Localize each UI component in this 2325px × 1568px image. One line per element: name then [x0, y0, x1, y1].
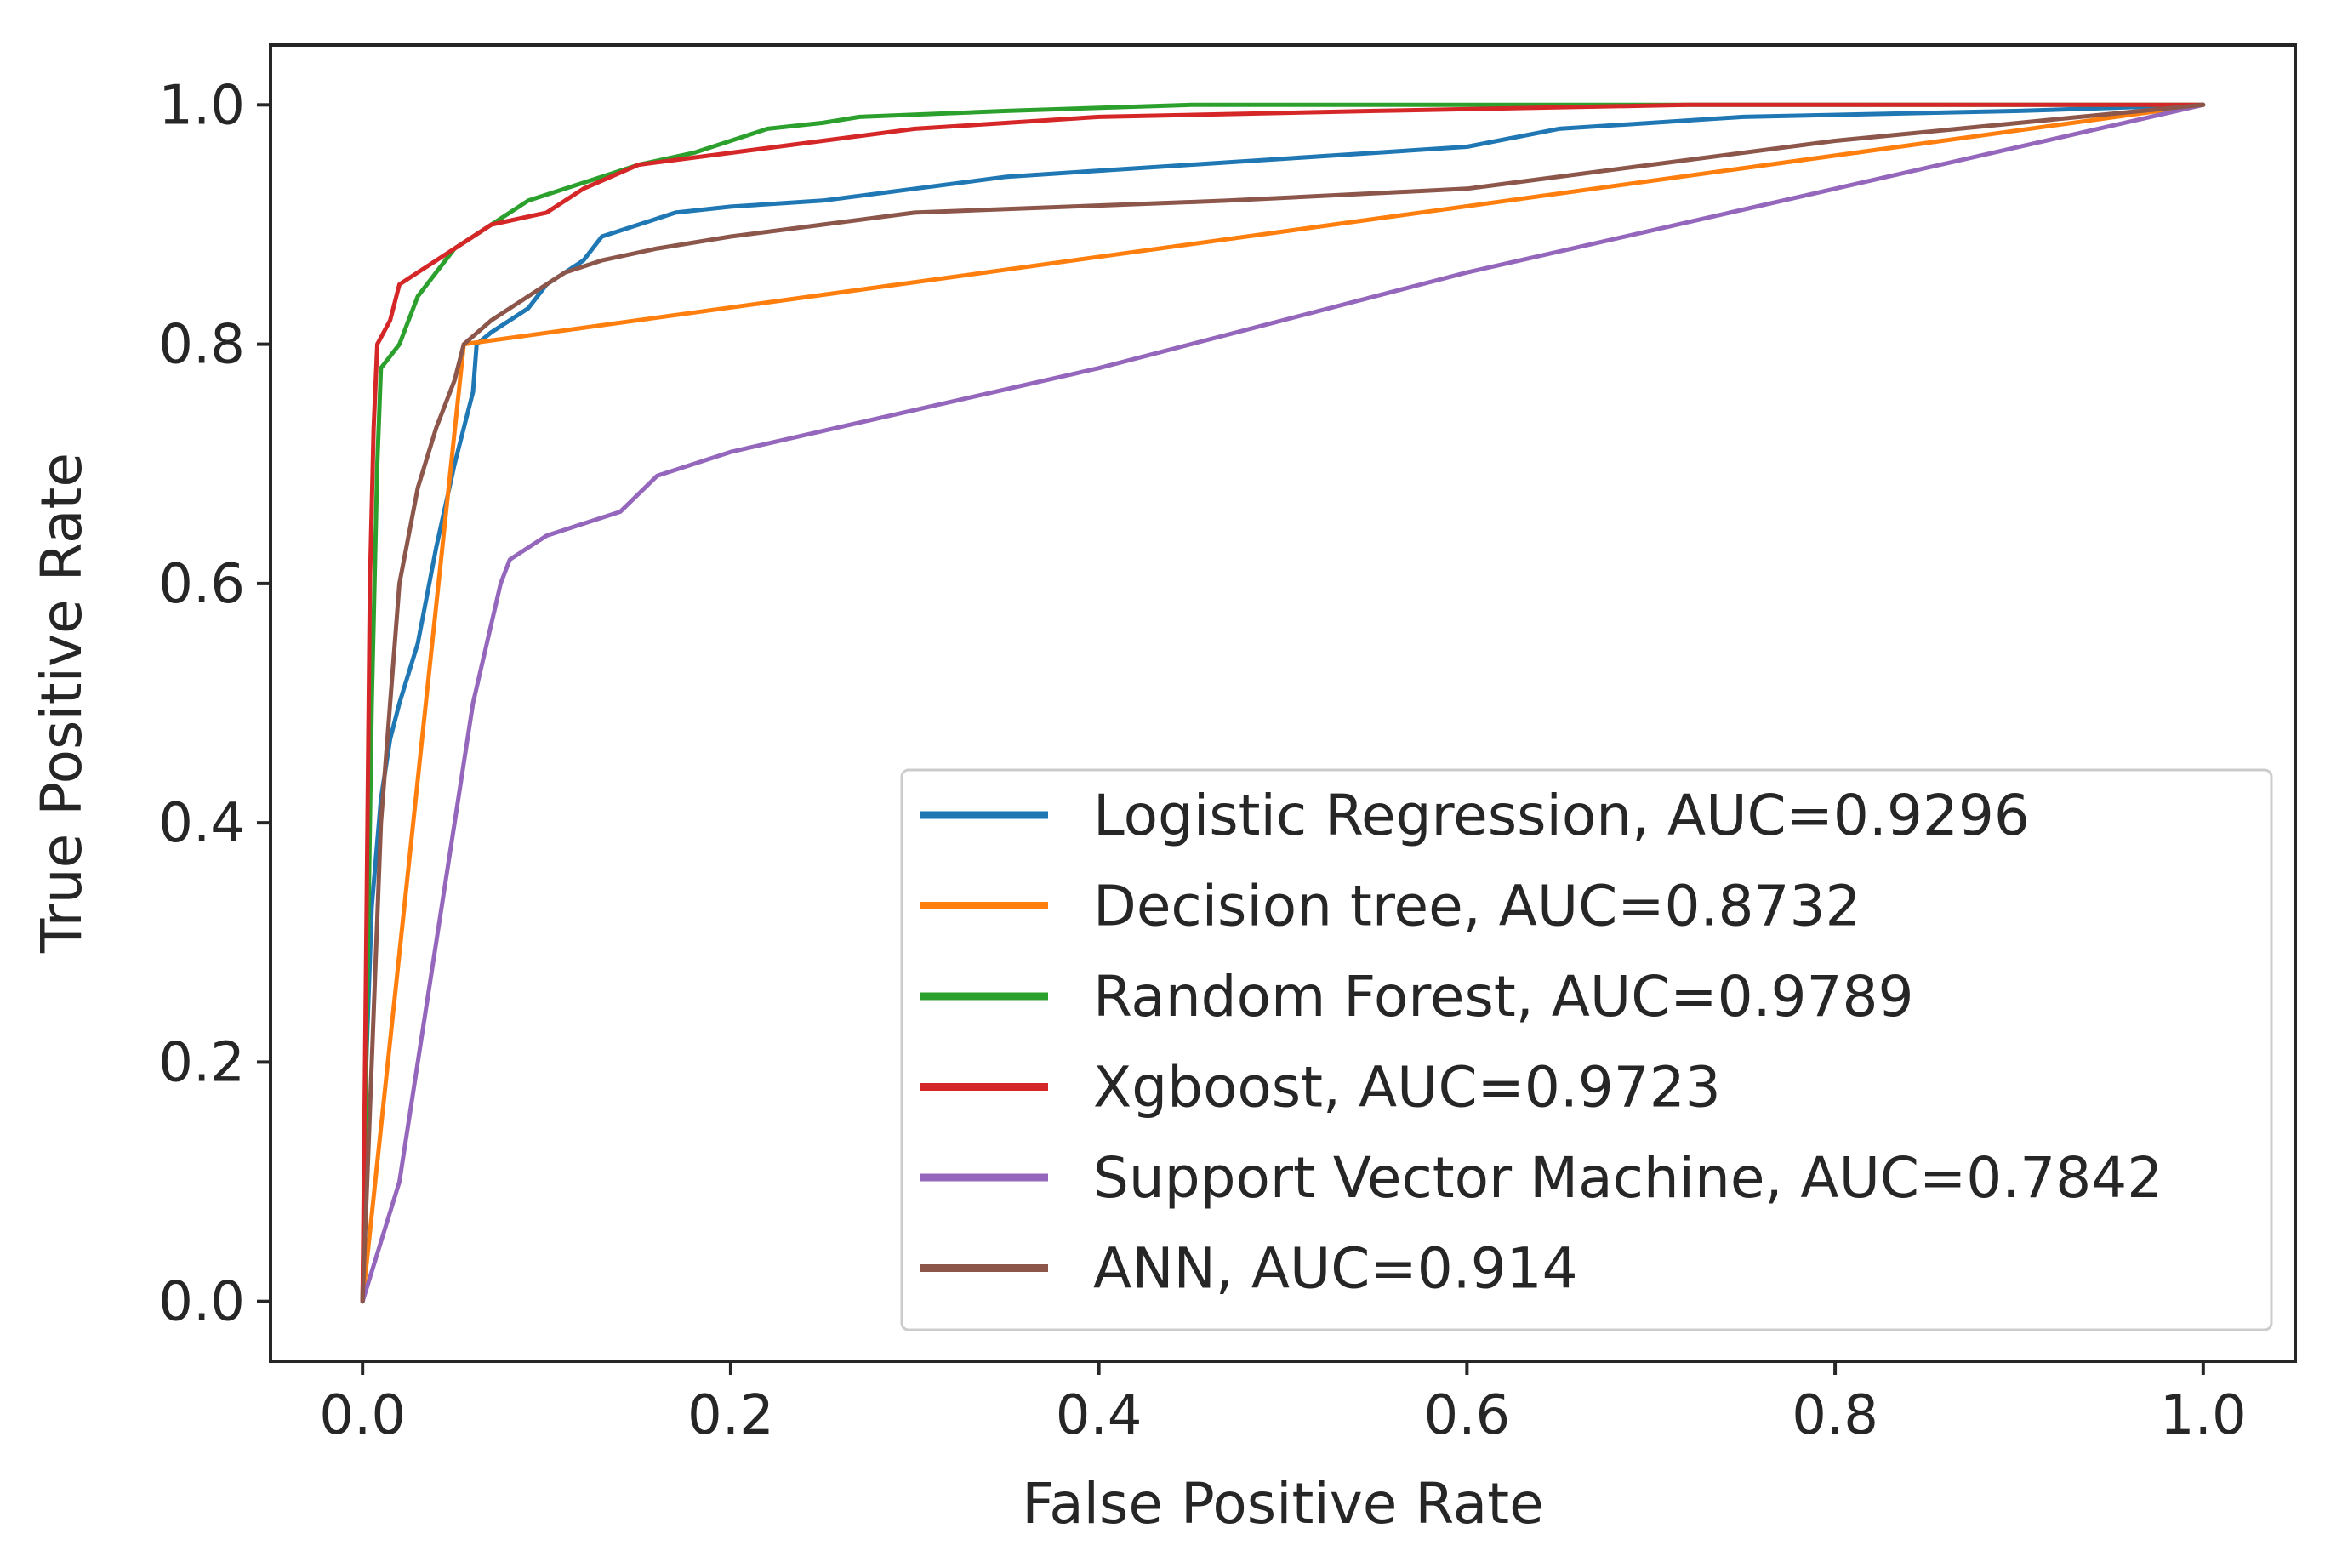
- x-tick-label: 0.2: [687, 1384, 774, 1447]
- plot-frame: [269, 43, 2297, 1363]
- x-tick-label: 0.6: [1423, 1384, 1510, 1447]
- y-axis-label: True Positive Rate: [29, 453, 94, 954]
- series-line-xgboost: [360, 102, 2206, 1304]
- y-tick-label: 0.6: [158, 553, 245, 616]
- series-layer: [360, 102, 2206, 1304]
- legend-label: Random Forest, AUC=0.9789: [1093, 964, 1914, 1029]
- series-line-ann: [360, 102, 2206, 1304]
- x-axis-label: False Positive Rate: [1022, 1471, 1543, 1537]
- x-tick-label: 0.4: [1056, 1384, 1143, 1447]
- legend-label: Decision tree, AUC=0.8732: [1093, 874, 1861, 939]
- y-tick-label: 0.4: [158, 792, 245, 855]
- legend: Logistic Regression, AUC=0.9296 Decision …: [900, 768, 2273, 1331]
- y-tick-label: 0.2: [158, 1031, 245, 1094]
- series-line-support-vector-machine: [360, 102, 2206, 1304]
- legend-frame: [900, 768, 2273, 1331]
- legend-label: Xgboost, AUC=0.9723: [1093, 1055, 1721, 1120]
- ticks-layer: 0.0 0.2 0.4 0.6 0.8 1.0 0.0 0.2 0.4 0.6 0.8 1.0: [158, 74, 2246, 1447]
- y-tick-label: 0.0: [158, 1271, 245, 1334]
- legend-label: Logistic Regression, AUC=0.9296: [1093, 783, 2030, 848]
- series-line-random-forest: [360, 102, 2206, 1304]
- x-tick-label: 0.0: [319, 1384, 406, 1447]
- legend-label: Support Vector Machine, AUC=0.7842: [1093, 1145, 2163, 1211]
- x-tick-label: 0.8: [1792, 1384, 1878, 1447]
- x-tick-label: 1.0: [2160, 1384, 2247, 1447]
- y-tick-label: 1.0: [158, 74, 245, 137]
- y-tick-label: 0.8: [158, 314, 245, 377]
- legend-label: ANN, AUC=0.914: [1093, 1236, 1578, 1302]
